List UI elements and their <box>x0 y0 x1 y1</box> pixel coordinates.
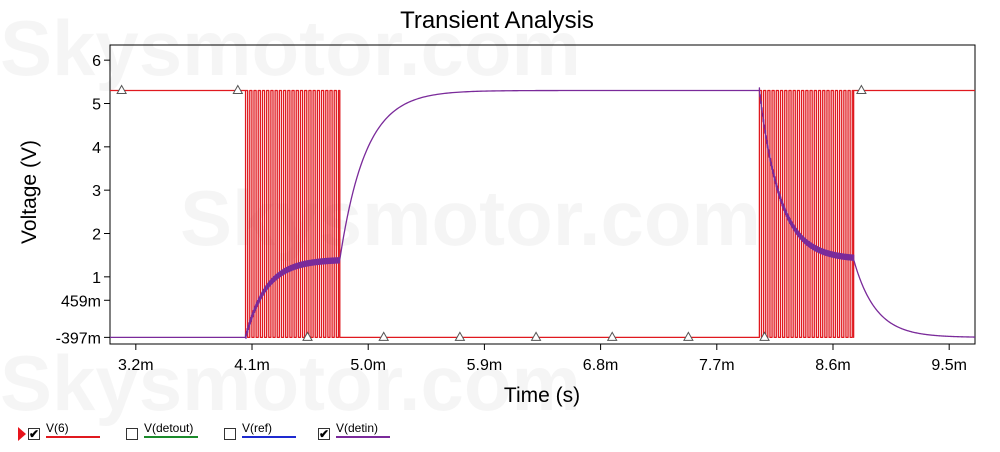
triangle-marker <box>116 84 127 94</box>
triangle-marker <box>302 331 313 341</box>
series-line-v6 <box>110 89 975 339</box>
x-tick-label: 9.5m <box>931 357 967 374</box>
legend-checkbox-v6[interactable]: ✔ <box>28 427 40 441</box>
triangle-marker <box>683 331 694 341</box>
y-tick-label: 459m <box>61 293 101 310</box>
triangle-marker <box>454 331 466 341</box>
legend-item-v6[interactable]: ✔ V(6) <box>18 420 128 450</box>
legend-swatch-vdetout <box>144 436 198 438</box>
legend-label-v6: V(6) <box>46 421 69 435</box>
legend-item-vdetout[interactable]: V(detout) <box>126 420 226 450</box>
triangle-marker <box>530 331 542 341</box>
triangle-marker <box>856 84 867 94</box>
x-axis-label: Time (s) <box>504 384 580 407</box>
x-tick-label: 4.1m <box>234 357 270 374</box>
plot-frame <box>109 44 976 345</box>
y-tick-label: 2 <box>92 227 101 244</box>
series-line-vdetin <box>110 87 976 340</box>
x-tick-label: 5.9m <box>467 357 503 374</box>
chart-title: Transient Analysis <box>400 7 594 34</box>
y-axis-label: Voltage (V) <box>18 140 41 244</box>
series-layer <box>110 87 976 340</box>
x-tick-label: 3.2m <box>118 357 154 374</box>
triangle-marker <box>232 84 244 94</box>
legend-swatch-v6 <box>46 436 100 438</box>
y-tick-label: -397m <box>56 330 101 347</box>
legend: ✔ V(6) V(detout) V(ref) ✔ V(detin) <box>18 420 438 450</box>
legend-item-vref[interactable]: V(ref) <box>224 420 324 450</box>
legend-label-vdetout: V(detout) <box>144 421 194 435</box>
x-tick-label: 8.6m <box>815 357 851 374</box>
legend-item-vdetin[interactable]: ✔ V(detin) <box>318 420 418 450</box>
active-series-marker-icon <box>18 427 26 441</box>
x-tick-label: 7.7m <box>699 357 735 374</box>
x-tick-label: 6.8m <box>583 357 619 374</box>
triangle-marker <box>759 331 770 341</box>
plot-area <box>109 44 976 345</box>
y-tick-label: 4 <box>92 140 101 157</box>
triangle-marker <box>378 331 390 341</box>
legend-checkbox-vdetin[interactable]: ✔ <box>318 427 330 441</box>
x-tick-label: 5.0m <box>350 357 386 374</box>
y-tick-label: 6 <box>92 53 101 70</box>
legend-swatch-vref <box>242 436 296 438</box>
tick-layer: 3.2m 4.1m 5.0m 5.9m 6.8m 7.7m 8.6m 9.5m -397m 459… <box>56 53 967 374</box>
legend-label-vref: V(ref) <box>242 421 272 435</box>
y-tick-label: 5 <box>92 97 101 114</box>
watermark-text: Skysmotor.com <box>0 339 581 427</box>
y-tick-label: 3 <box>92 183 101 200</box>
triangle-marker <box>606 331 618 341</box>
legend-checkbox-vref[interactable] <box>224 428 236 440</box>
y-tick-label: 1 <box>92 270 101 287</box>
legend-swatch-vdetin <box>336 436 390 438</box>
legend-checkbox-vdetout[interactable] <box>126 428 138 440</box>
legend-label-vdetin: V(detin) <box>336 421 379 435</box>
marker-layer <box>116 84 867 341</box>
